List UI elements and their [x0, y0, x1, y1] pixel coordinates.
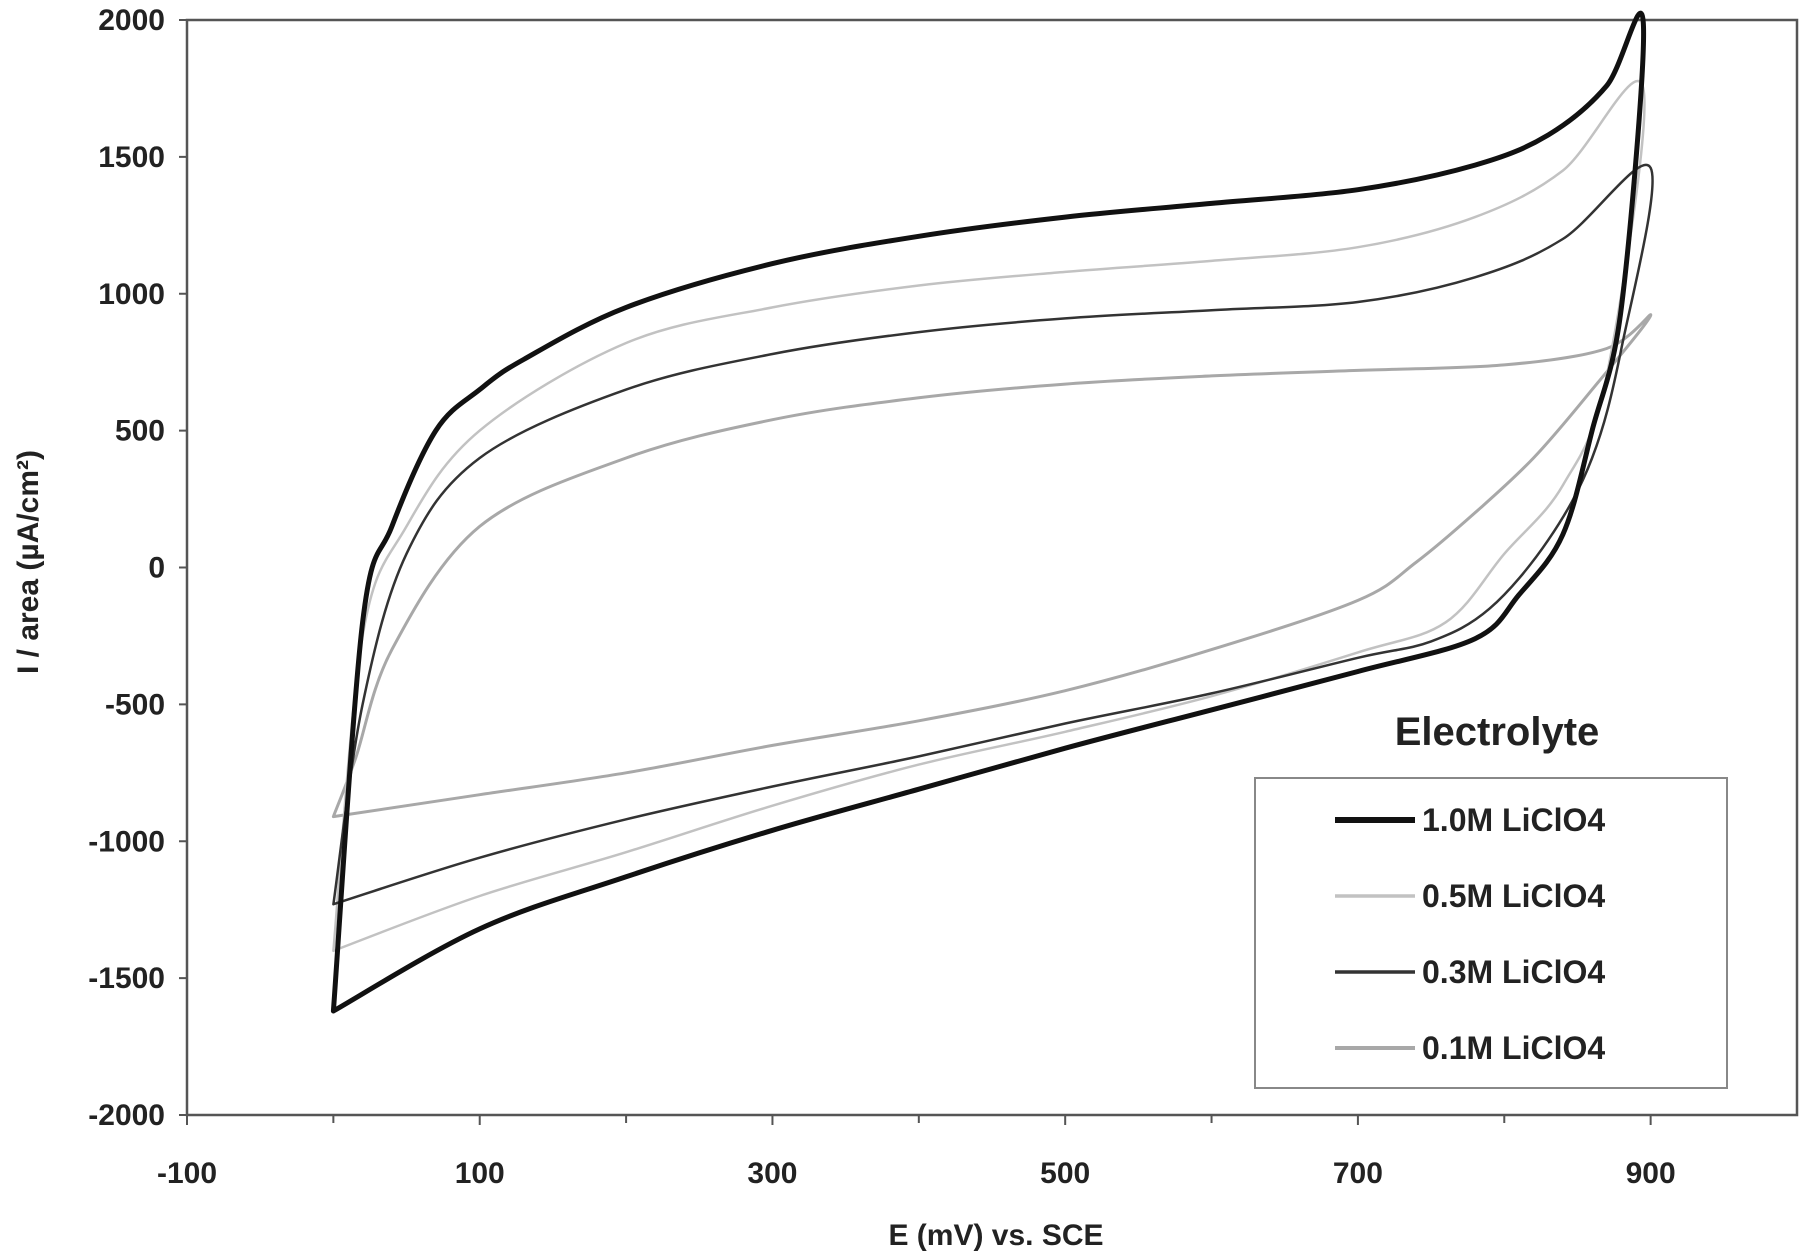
- y-tick-label: -2000: [88, 1099, 165, 1132]
- x-tick-label: -100: [157, 1157, 217, 1190]
- y-axis: 2000 1500 1000 500 0 -500 -1000 -1500 -2000: [88, 4, 187, 1132]
- y-tick-label: 2000: [98, 4, 165, 37]
- x-tick-label: 500: [1040, 1157, 1090, 1190]
- y-tick-label: 0: [148, 552, 165, 585]
- x-tick-label: 100: [455, 1157, 505, 1190]
- legend-label: 0.5M LiClO4: [1422, 878, 1605, 914]
- legend-label: 0.1M LiClO4: [1422, 1030, 1605, 1066]
- y-tick-label: 1500: [98, 141, 165, 174]
- legend-title: Electrolyte: [1395, 710, 1600, 754]
- series-line-0-5m-liclo4: [332, 79, 1646, 953]
- y-axis-title: I / area (µA/cm²): [12, 450, 45, 674]
- legend-label: 1.0M LiClO4: [1422, 802, 1605, 838]
- x-tick-label: 700: [1333, 1157, 1383, 1190]
- y-tick-label: -1500: [88, 962, 165, 995]
- y-tick-label: -500: [105, 688, 165, 721]
- y-tick-label: 1000: [98, 278, 165, 311]
- legend-box: [1254, 777, 1728, 1089]
- y-tick-label: -1000: [88, 825, 165, 858]
- x-tick-label: 300: [747, 1157, 797, 1190]
- series-line-1-0m-liclo4: [330, 10, 1647, 1014]
- series-line-0-3m-liclo4: [332, 163, 1654, 906]
- series-line-0-1m-liclo4: [331, 313, 1653, 819]
- y-tick-label: 500: [115, 415, 165, 448]
- legend-label: 0.3M LiClO4: [1422, 954, 1605, 990]
- legend: 1.0M LiClO4 0.5M LiClO4 0.3M LiClO4 0.1M Li…: [1254, 777, 1728, 1089]
- x-axis: -100 100 300 500 700 900: [157, 1115, 1676, 1190]
- x-tick-label: 900: [1626, 1157, 1676, 1190]
- series-layer: [330, 10, 1654, 1014]
- x-axis-title: E (mV) vs. SCE: [888, 1219, 1103, 1252]
